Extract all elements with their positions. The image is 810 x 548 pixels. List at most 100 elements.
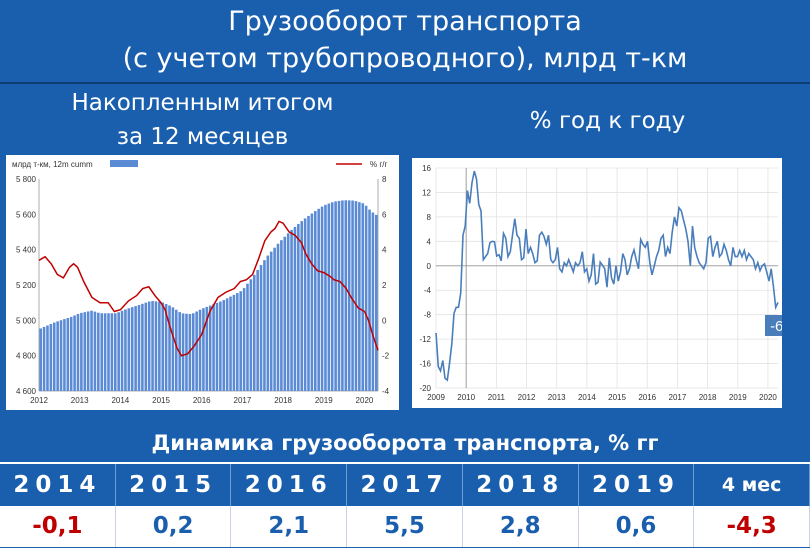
bar xyxy=(141,303,144,391)
x-tick-label: 2010 xyxy=(457,393,475,402)
yoy-series-line xyxy=(435,170,779,382)
y-tick-label-right: 0 xyxy=(382,316,387,325)
bar xyxy=(246,283,249,391)
bar xyxy=(290,229,293,391)
table-title: Динамика грузооборота транспорта, % гг xyxy=(151,431,659,455)
x-tick-label: 2015 xyxy=(608,393,626,402)
x-tick-label: 2012 xyxy=(30,396,48,405)
bar xyxy=(225,298,229,391)
x-tick-label: 2019 xyxy=(315,396,333,405)
bar xyxy=(63,319,66,391)
slide-title-line2: (с учетом трубопроводного), млрд т-км xyxy=(122,43,688,74)
bar xyxy=(212,304,215,391)
y-tick-label-right: 4 xyxy=(382,246,387,255)
y-tick-label-left: 5 600 xyxy=(16,210,37,219)
x-tick-label: 2012 xyxy=(518,393,536,402)
table-values-row: -0,1 0,2 2,1 5,5 2,8 0,6 -4,3 xyxy=(0,506,810,547)
x-tick-label: 2014 xyxy=(111,396,129,405)
bar xyxy=(252,274,256,391)
bar xyxy=(371,212,375,391)
bar xyxy=(191,313,195,391)
bar xyxy=(303,218,307,391)
y-tick-label: 4 xyxy=(427,237,432,246)
bar xyxy=(130,307,134,391)
bar xyxy=(283,236,287,391)
table-value-cell: 2,8 xyxy=(463,506,579,547)
y-tick-label-left: 5 000 xyxy=(16,316,37,325)
bar xyxy=(327,203,331,391)
bar xyxy=(259,265,263,391)
bar xyxy=(97,312,100,391)
bar xyxy=(286,233,290,391)
bar xyxy=(280,240,283,391)
bar xyxy=(59,320,63,391)
bar xyxy=(242,288,246,391)
x-tick-label: 2016 xyxy=(638,393,656,402)
x-tick-label: 2018 xyxy=(699,393,717,402)
x-tick-label: 2011 xyxy=(488,393,506,402)
y-tick-label: -16 xyxy=(419,360,431,369)
bar xyxy=(236,293,239,391)
y-tick-label-left: 4 800 xyxy=(16,352,37,361)
y-tick-label-left: 5 400 xyxy=(16,246,37,255)
bar xyxy=(375,214,378,391)
x-tick-label: 2017 xyxy=(669,393,687,402)
bar xyxy=(161,302,165,391)
left-subtitle-line1: Накопленным итогом xyxy=(71,90,334,116)
bar xyxy=(137,304,141,391)
x-tick-label: 2017 xyxy=(234,396,252,405)
bar xyxy=(202,308,205,391)
y-tick-label: -4 xyxy=(424,286,432,295)
table-year-cell: 2019 xyxy=(579,464,695,506)
table-value-cell: 2,1 xyxy=(231,506,348,547)
bar xyxy=(351,200,354,391)
bar xyxy=(300,221,304,391)
bar xyxy=(337,200,341,391)
bar xyxy=(364,205,368,391)
bar xyxy=(263,260,266,391)
y-tick-label-left: 5 200 xyxy=(16,281,37,290)
end-value-label: -6.0 xyxy=(770,318,782,335)
bar xyxy=(358,202,361,391)
y-tick-label-right: 2 xyxy=(382,281,387,290)
bar xyxy=(113,313,117,391)
y-tick-label-right: -2 xyxy=(382,352,390,361)
bar xyxy=(164,303,168,391)
bar xyxy=(368,209,371,391)
bar xyxy=(39,328,42,391)
bar xyxy=(86,311,90,391)
bar xyxy=(313,211,317,391)
legend-bars-swatch xyxy=(110,160,138,167)
bar xyxy=(73,315,76,391)
bar xyxy=(320,206,324,391)
x-tick-label: 2018 xyxy=(274,396,292,405)
bar xyxy=(158,301,161,391)
x-tick-label: 2013 xyxy=(71,396,89,405)
slide-title-line1: Грузооборот транспорта xyxy=(228,6,582,37)
x-tick-label: 2016 xyxy=(193,396,211,405)
bar xyxy=(52,322,56,391)
bar xyxy=(171,307,175,391)
legend-bars-label: млрд т-км, 12m cumm xyxy=(12,160,93,169)
table-value-cell: 0,2 xyxy=(116,506,232,547)
bar xyxy=(69,316,73,391)
x-tick-label: 2015 xyxy=(152,396,170,405)
bar xyxy=(80,312,83,391)
bar xyxy=(256,269,259,391)
bar xyxy=(83,312,87,391)
bar xyxy=(307,215,310,391)
x-tick-label: 2019 xyxy=(729,393,747,402)
bar xyxy=(219,301,222,391)
bar xyxy=(66,318,70,391)
bar xyxy=(46,325,49,391)
header-divider xyxy=(0,82,810,84)
bar xyxy=(239,291,242,391)
table-year-cell: 2017 xyxy=(347,464,463,506)
yoy-line-series xyxy=(38,220,379,357)
table-year-cell: 2014 xyxy=(0,464,116,506)
bar xyxy=(134,306,137,391)
bar xyxy=(347,200,351,391)
y-tick-label-left: 5 800 xyxy=(16,175,37,184)
bar xyxy=(208,305,212,391)
x-tick-label: 2014 xyxy=(578,393,596,402)
